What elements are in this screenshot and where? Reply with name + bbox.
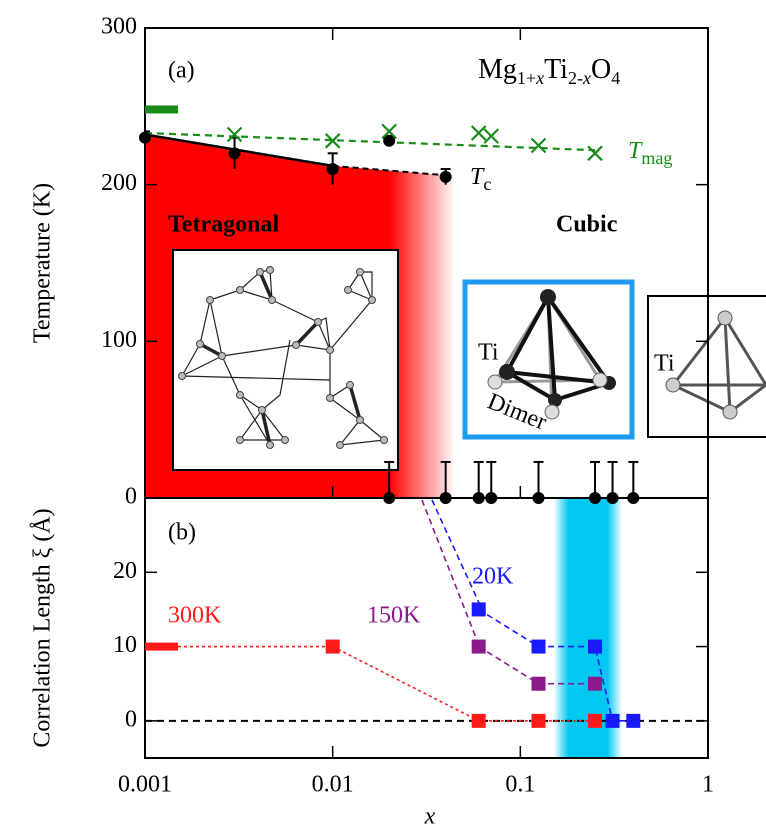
dimer-inset: Ti Dimer: [465, 282, 632, 437]
x0-marker: [145, 105, 178, 113]
y-tick-label: 20: [113, 558, 137, 584]
y-tick-label: 200: [101, 170, 137, 196]
ti-label: Ti: [478, 340, 499, 366]
ti-label: Ti: [654, 351, 675, 377]
point: [139, 132, 151, 144]
point: [485, 492, 497, 504]
phase-label: Cubic: [556, 212, 618, 238]
square-marker: [326, 640, 340, 654]
x-tick-label: 0.001: [118, 772, 172, 798]
series-label-sub: mag: [641, 148, 672, 168]
formula-part: x: [582, 68, 591, 88]
y-axis-title: Temperature (K): [30, 183, 56, 343]
y-axis-title: Correlation Length ξ (Å): [30, 508, 56, 747]
point: [229, 147, 241, 159]
square-marker: [532, 677, 546, 691]
cross-marker: [472, 126, 486, 140]
point: [627, 492, 639, 504]
formula-part: 4: [611, 68, 620, 88]
square-marker: [472, 640, 486, 654]
formula-part: x: [535, 68, 544, 88]
point: [440, 171, 452, 183]
y-tick-label: 10: [113, 632, 137, 658]
square-marker: [472, 602, 486, 616]
y-tick-label: 100: [101, 327, 137, 353]
series-label: Tc: [470, 164, 491, 195]
y-tick-label: 0: [125, 706, 137, 732]
point: [327, 163, 339, 175]
series-label: 150K: [367, 603, 421, 629]
series-label-sub: c: [483, 174, 491, 194]
formula-part: 2-: [568, 68, 583, 88]
point: [607, 492, 619, 504]
phase-label: Tetragonal: [168, 212, 279, 238]
y-tick-label: 0: [125, 484, 137, 510]
point: [533, 492, 545, 504]
point: [383, 492, 395, 504]
square-marker: [532, 640, 546, 654]
formula-part: 1+: [517, 68, 536, 88]
square-marker: [588, 640, 602, 654]
lattice-inset: [173, 250, 398, 470]
cross-marker: [588, 146, 602, 160]
x-axis-title: x: [424, 804, 436, 830]
figure: Ti Dimer Ti 0.0010.010.11010020030001020…: [0, 0, 766, 832]
cross-marker: [484, 129, 498, 143]
formula-part: O: [591, 54, 611, 85]
formula-part: Mg: [478, 54, 517, 85]
formula: Mg1+xTi2-xO4: [478, 54, 620, 88]
point: [473, 492, 485, 504]
series-label: 20K: [472, 564, 514, 590]
x0-marker: [145, 643, 178, 651]
formula-part: Ti: [544, 54, 568, 85]
square-marker: [532, 714, 546, 728]
lead-line: [422, 500, 478, 643]
panel-b-data: [145, 609, 708, 720]
y-tick-label: 300: [101, 14, 137, 40]
panel-label: (b): [168, 520, 196, 546]
square-marker: [626, 714, 640, 728]
x-tick-label: 1: [702, 772, 714, 798]
x-tick-label: 0.01: [312, 772, 354, 798]
point: [589, 492, 601, 504]
series-label: Tmag: [628, 138, 672, 169]
square-marker: [472, 714, 486, 728]
series-label: 300K: [168, 603, 222, 629]
x-tick-label: 0.1: [505, 772, 535, 798]
square-marker: [588, 677, 602, 691]
point: [440, 492, 452, 504]
panel-label: (a): [168, 58, 195, 84]
square-marker: [588, 714, 602, 728]
square-marker: [606, 714, 620, 728]
cross-marker: [532, 139, 546, 153]
